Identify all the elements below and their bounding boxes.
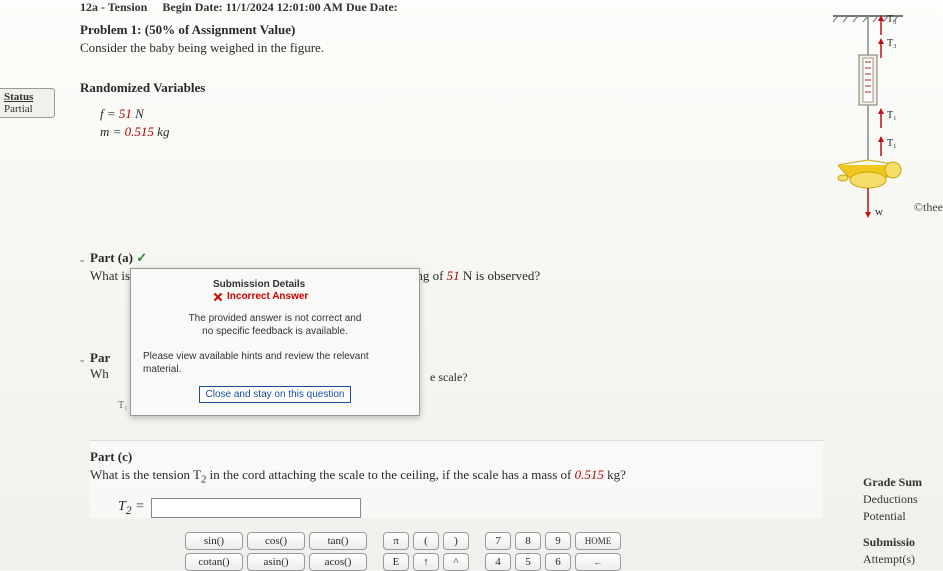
popup-title: Submission Details bbox=[213, 279, 407, 290]
svg-text:T₁: T₁ bbox=[887, 138, 897, 149]
key-up[interactable]: ↑ bbox=[413, 553, 439, 571]
key-pi[interactable]: π bbox=[383, 532, 409, 550]
collapse-dash-a[interactable]: - bbox=[80, 252, 84, 268]
t2-input-row: T2 = bbox=[118, 498, 823, 518]
svg-text:T₁: T₁ bbox=[887, 110, 897, 121]
svg-text:T₃: T₃ bbox=[887, 14, 897, 25]
popup-body: The provided answer is not correct and n… bbox=[143, 312, 407, 338]
t2-var: T2 = bbox=[118, 499, 145, 517]
key-back[interactable]: ← bbox=[575, 553, 621, 571]
popup-hint: Please view available hints and review t… bbox=[143, 350, 407, 376]
baby-scale-svg: T₃ T₃ T₁ T₁ w bbox=[823, 10, 933, 225]
submission-popup: Submission Details Incorrect Answer The … bbox=[130, 268, 420, 416]
key-6[interactable]: 6 bbox=[545, 553, 571, 571]
x-icon bbox=[213, 292, 223, 302]
status-label: Status bbox=[4, 91, 50, 103]
key-7[interactable]: 7 bbox=[485, 532, 511, 550]
key-cotan[interactable]: cotan() bbox=[185, 553, 243, 571]
part-b-stub: Par Wh bbox=[90, 350, 110, 382]
key-4[interactable]: 4 bbox=[485, 553, 511, 571]
problem-title: Problem 1: (50% of Assignment Value) bbox=[80, 22, 813, 38]
key-asin[interactable]: asin() bbox=[247, 553, 305, 571]
copyright-fragment: ©thee bbox=[914, 200, 943, 215]
variables: f = 51 N m = 0.515 kg bbox=[100, 105, 169, 141]
var-f: f = 51 N bbox=[100, 105, 169, 123]
status-value: Partial bbox=[4, 103, 50, 115]
var-m: m = 0.515 kg bbox=[100, 123, 169, 141]
t2-input[interactable] bbox=[151, 498, 361, 518]
key-8[interactable]: 8 bbox=[515, 532, 541, 550]
key-sin[interactable]: sin() bbox=[185, 532, 243, 550]
grade-deductions: Deductions bbox=[863, 491, 943, 508]
key-caret[interactable]: ^ bbox=[443, 553, 469, 571]
key-9[interactable]: 9 bbox=[545, 532, 571, 550]
grade-potential: Potential bbox=[863, 508, 943, 525]
grade-heading: Grade Sum bbox=[863, 474, 943, 491]
key-cos[interactable]: cos() bbox=[247, 532, 305, 550]
randomized-variables-label: Randomized Variables bbox=[80, 80, 205, 96]
problem-text: Consider the baby being weighed in the f… bbox=[80, 40, 813, 56]
assignment-name: 12a - Tension bbox=[80, 0, 147, 14]
part-b-fragment: e scale? bbox=[430, 370, 468, 385]
status-tab[interactable]: Status Partial bbox=[0, 88, 55, 118]
grade-summary: Grade Sum Deductions Potential Submissio… bbox=[863, 474, 943, 568]
problem-block: Problem 1: (50% of Assignment Value) Con… bbox=[80, 22, 813, 56]
part-c-question: What is the tension T2 in the cord attac… bbox=[90, 467, 823, 486]
close-popup-button[interactable]: Close and stay on this question bbox=[199, 386, 352, 403]
figure-diagram: T₃ T₃ T₁ T₁ w bbox=[823, 10, 933, 225]
check-icon: ✓ bbox=[136, 250, 147, 265]
key-5[interactable]: 5 bbox=[515, 553, 541, 571]
key-rparen[interactable]: ) bbox=[443, 532, 469, 550]
svg-text:w: w bbox=[875, 206, 883, 218]
key-home[interactable]: HOME bbox=[575, 532, 621, 550]
key-acos[interactable]: acos() bbox=[309, 553, 367, 571]
attempts-label: Attempt(s) bbox=[863, 551, 943, 568]
key-lparen[interactable]: ( bbox=[413, 532, 439, 550]
part-c: Part (c) What is the tension T2 in the c… bbox=[90, 440, 823, 518]
assignment-begin: Begin Date: 11/1/2024 12:01:00 AM Due Da… bbox=[162, 0, 397, 14]
collapse-dash-b[interactable]: - bbox=[80, 352, 84, 368]
key-e[interactable]: E bbox=[383, 553, 409, 571]
part-a-title: Part (a) ✓ bbox=[90, 250, 683, 266]
popup-incorrect: Incorrect Answer bbox=[213, 291, 407, 302]
submissions-heading: Submissio bbox=[863, 534, 943, 551]
part-c-title: Part (c) bbox=[90, 449, 823, 465]
svg-text:T₃: T₃ bbox=[887, 38, 897, 49]
key-tan[interactable]: tan() bbox=[309, 532, 367, 550]
assignment-header: 12a - Tension Begin Date: 11/1/2024 12:0… bbox=[80, 0, 398, 15]
math-keypad: sin() cotan() cos() asin() tan() acos() … bbox=[185, 532, 621, 571]
